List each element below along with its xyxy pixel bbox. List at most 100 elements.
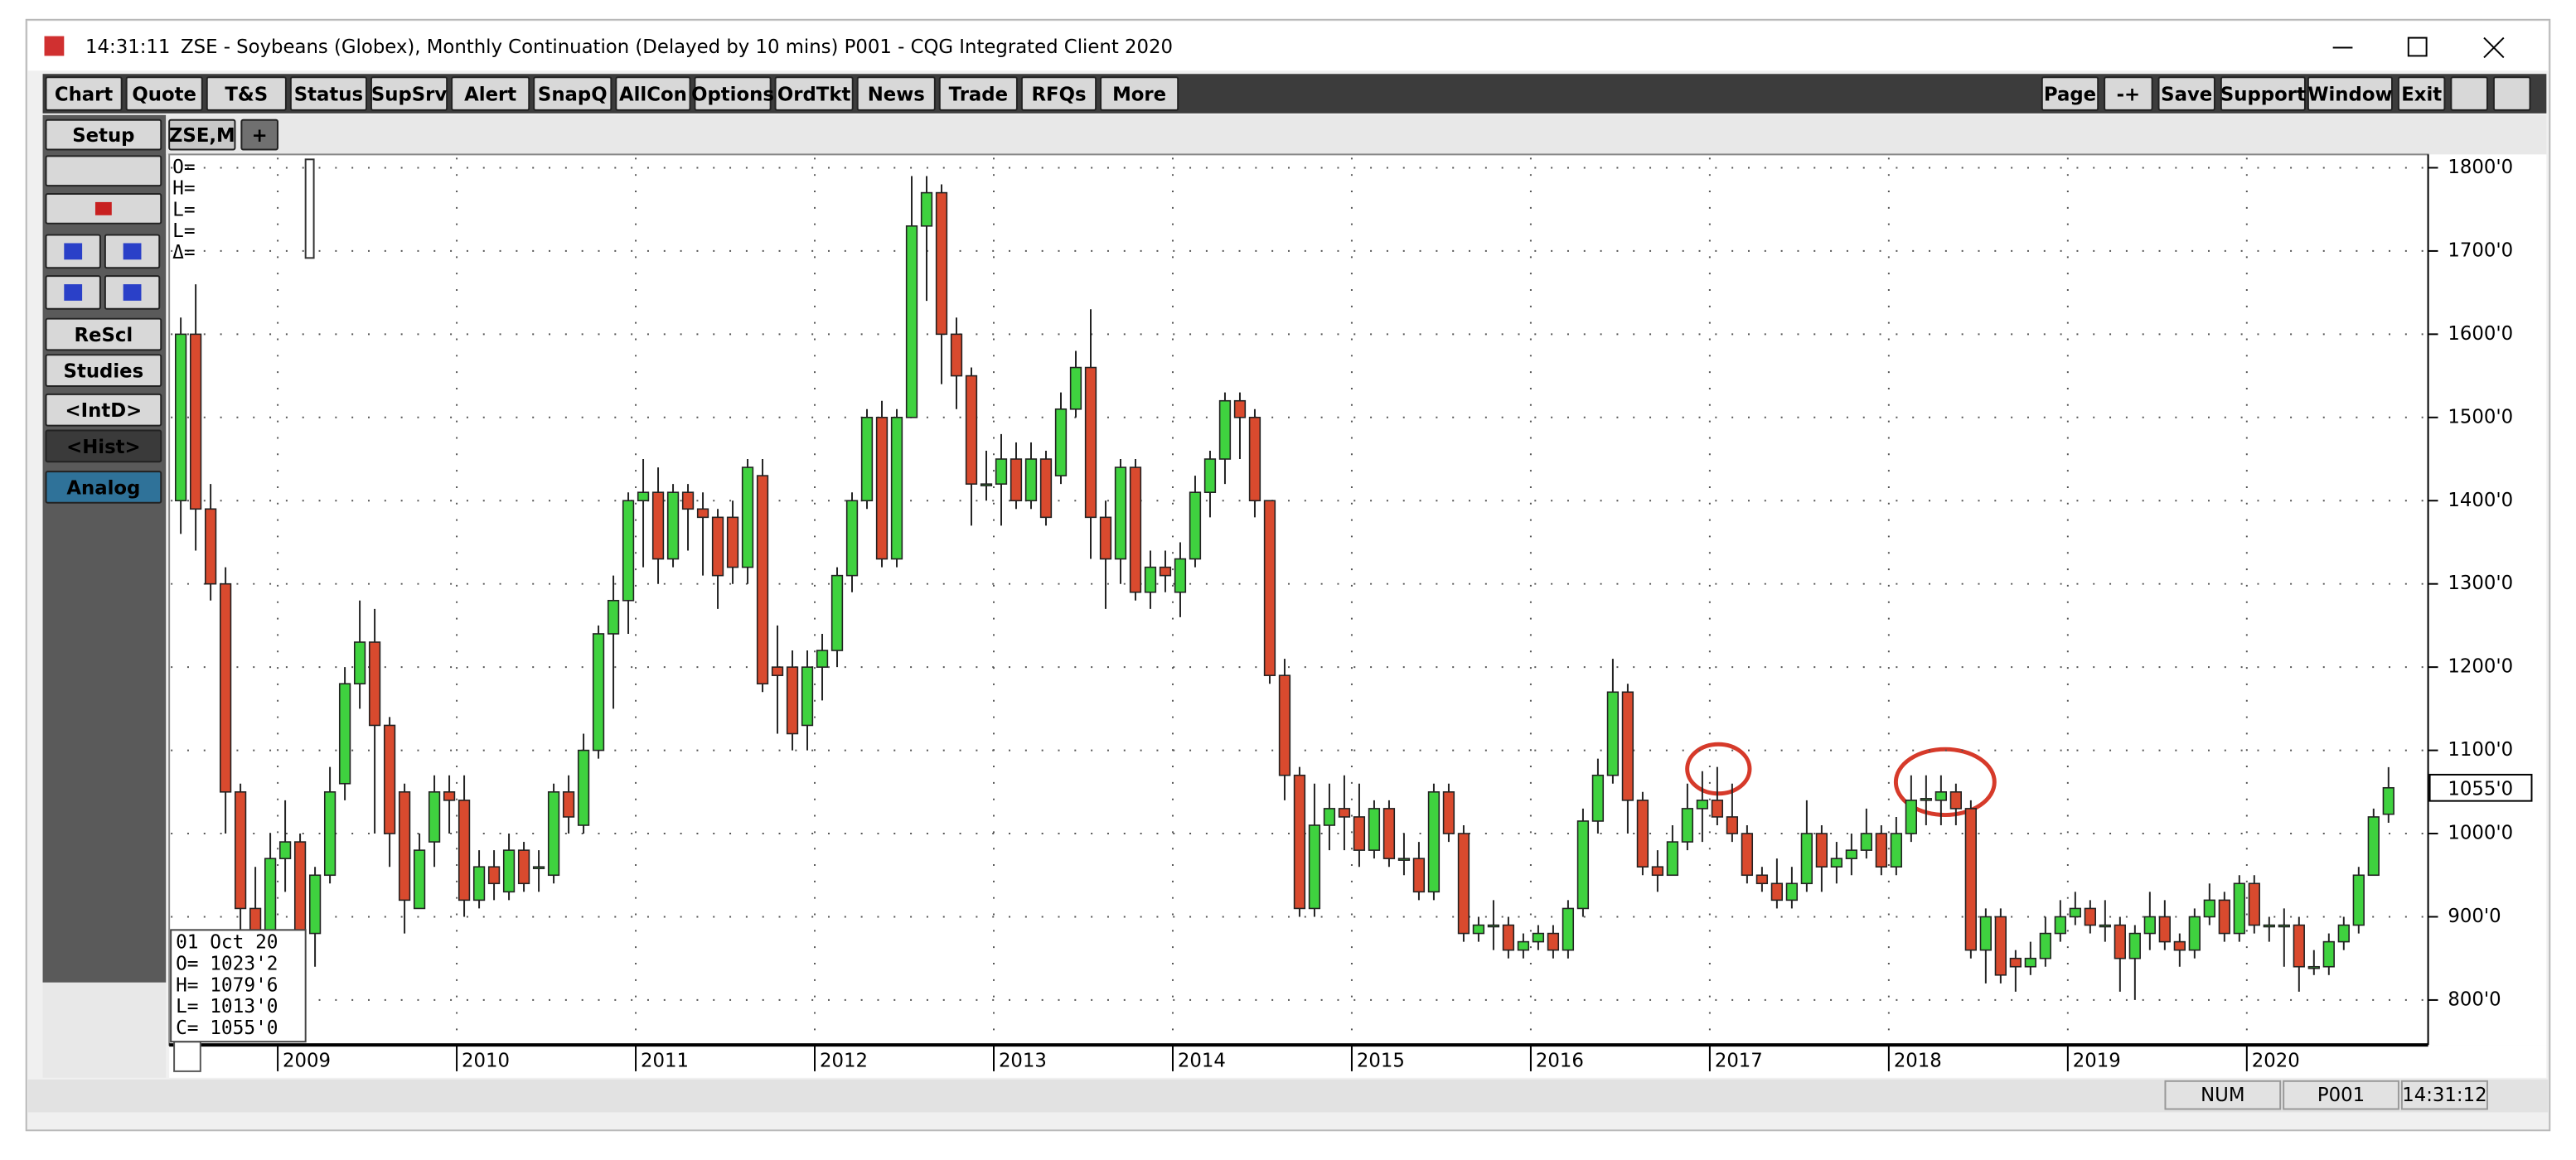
candle-body <box>1785 882 1799 901</box>
sidebar-button[interactable] <box>45 393 162 427</box>
x-tick-label: 2018 <box>1894 1050 1942 1071</box>
toolbar-button-label: Status <box>294 85 363 106</box>
toolbar-button[interactable] <box>1020 76 1097 111</box>
restore-button[interactable] <box>2450 76 2488 111</box>
candle-body <box>278 841 292 859</box>
candle-body <box>2114 924 2126 959</box>
candle-body <box>1308 824 1321 910</box>
add-tab[interactable] <box>240 118 278 151</box>
toolbar-button[interactable] <box>774 76 854 111</box>
chart-tab[interactable] <box>168 118 236 151</box>
toolbar-button[interactable] <box>45 76 123 111</box>
candle-body <box>1681 808 1694 843</box>
sidebar-button[interactable] <box>45 118 162 151</box>
candle-body <box>1726 816 1739 834</box>
chart-tab-label: ZSE,M <box>169 125 235 147</box>
candle-body <box>1920 798 1932 801</box>
toolbar-button[interactable] <box>2220 76 2306 111</box>
toolbar-button[interactable] <box>615 76 691 111</box>
toolbar-button[interactable] <box>451 76 530 111</box>
candle-body <box>2128 932 2141 959</box>
candle-body <box>2307 965 2320 969</box>
time-axis <box>169 1045 2547 1078</box>
cursor-value: C= 1055'0 <box>176 1017 278 1039</box>
toolbar-button-label: Quote <box>132 85 196 106</box>
candle-body <box>1069 366 1082 410</box>
toolbar-button[interactable] <box>2157 76 2215 111</box>
scroll-box[interactable] <box>173 1041 201 1072</box>
candle-body <box>2024 957 2036 968</box>
candle-body <box>681 491 695 510</box>
candle-body <box>1800 833 1813 885</box>
candle-body <box>1711 800 1724 818</box>
candle-body <box>1472 924 1485 935</box>
candle-body <box>1949 791 1962 810</box>
candle-body <box>965 375 978 485</box>
candle-body <box>308 874 322 935</box>
toolbar-button[interactable] <box>694 76 772 111</box>
toolbar-button[interactable] <box>2397 76 2446 111</box>
candle-body <box>1353 816 1366 851</box>
candle-body <box>1576 820 1590 910</box>
x-tick-label: 2020 <box>2252 1050 2300 1071</box>
sidebar-button[interactable] <box>45 429 162 463</box>
candle-body <box>2143 916 2156 935</box>
candle-body <box>1248 417 1261 502</box>
candle-body <box>666 491 680 560</box>
x-tick-label: 2016 <box>1536 1050 1584 1071</box>
toolbar-button-label: News <box>868 85 925 106</box>
toolbar-button-label: OrdTkt <box>777 85 851 106</box>
x-tick-label: 2015 <box>1357 1050 1405 1071</box>
toolbar-button-label: AllCon <box>619 85 687 106</box>
status-text: P001 <box>2317 1085 2365 1106</box>
cursor-value: L= 1013'0 <box>176 996 278 1017</box>
last-price-label: 1055'0 <box>2448 778 2513 800</box>
toolbar-button[interactable] <box>2104 76 2153 111</box>
toolbar-button[interactable] <box>289 76 368 111</box>
candle-body <box>875 417 889 560</box>
candle-body <box>1174 558 1187 593</box>
candle-body <box>2054 916 2066 935</box>
candle-body <box>2173 940 2186 951</box>
toolbar-button[interactable] <box>533 76 613 111</box>
sidebar-button[interactable] <box>45 471 162 504</box>
toolbar-button[interactable] <box>370 76 448 111</box>
toolbar-button[interactable] <box>938 76 1018 111</box>
toolbar-button-label: SupSrv <box>371 85 448 106</box>
candle-body <box>1024 458 1038 502</box>
sidebar-button[interactable] <box>45 354 162 387</box>
print-button[interactable] <box>45 155 162 187</box>
cursor-info-box <box>170 929 307 1043</box>
toolbar-button-label: Window <box>2307 85 2392 106</box>
candle-body <box>1934 791 1947 801</box>
toolbar-button[interactable] <box>206 76 287 111</box>
candle-body <box>264 858 277 935</box>
toolbar-button[interactable] <box>2307 76 2393 111</box>
candle-body <box>801 666 814 727</box>
y-tick-label: 1000'0 <box>2448 823 2513 844</box>
candle-body <box>2009 957 2022 968</box>
candle-body <box>2069 907 2081 918</box>
toolbar-button[interactable] <box>856 76 936 111</box>
x-tick-label: 2011 <box>641 1050 689 1071</box>
candle-body <box>398 791 411 901</box>
toolbar-button[interactable] <box>2041 76 2099 111</box>
sidebar-button[interactable] <box>45 317 162 351</box>
maximize-button[interactable] <box>2407 36 2428 57</box>
candle-body <box>1532 932 1545 943</box>
close-button[interactable] <box>2483 36 2505 59</box>
annotation-circle <box>1685 742 1752 796</box>
y-tick-label: 1400'0 <box>2448 490 2513 511</box>
candle-body <box>2352 874 2365 926</box>
help-button[interactable] <box>2492 76 2531 111</box>
candle-body <box>1830 858 1843 868</box>
toolbar-button[interactable] <box>1100 76 1179 111</box>
candle-body <box>651 491 665 560</box>
y-tick-label: 1800'0 <box>2448 157 2513 178</box>
candle-body <box>1979 916 1992 951</box>
toolbar-button[interactable] <box>125 76 203 111</box>
candle-body <box>1263 500 1276 676</box>
candle-body <box>696 508 709 519</box>
candle-body <box>920 191 933 227</box>
cursor-bar <box>304 158 315 259</box>
